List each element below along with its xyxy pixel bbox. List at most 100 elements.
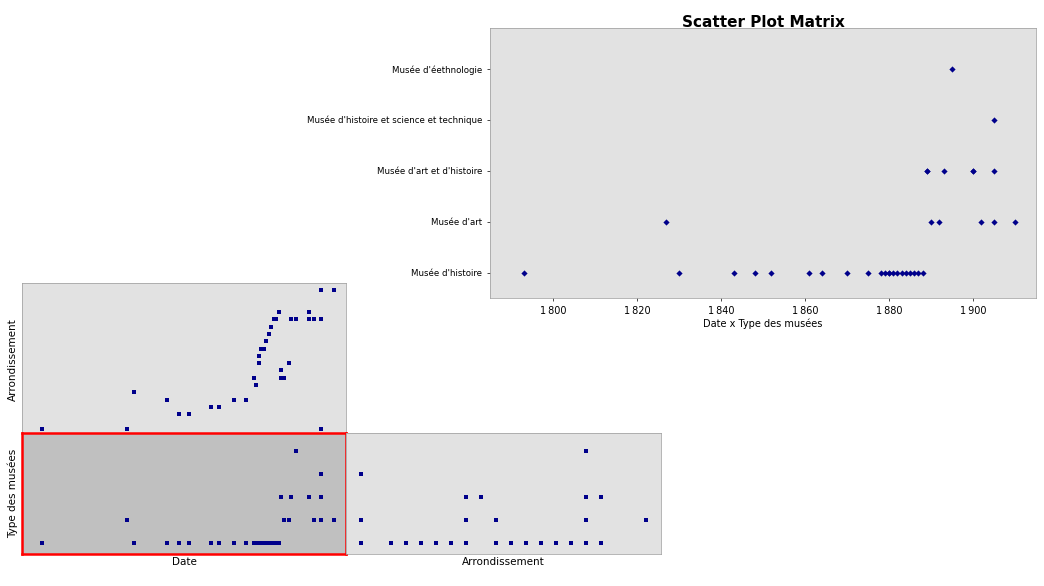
Point	[577, 447, 594, 456]
Point	[288, 447, 305, 456]
Point	[256, 538, 272, 547]
Point	[125, 538, 142, 547]
Point	[910, 268, 927, 277]
Point	[944, 64, 960, 73]
Point	[548, 538, 565, 547]
Point	[313, 315, 330, 324]
Point	[301, 308, 317, 317]
Point	[301, 315, 317, 324]
Point	[33, 424, 50, 434]
Point	[118, 515, 135, 524]
Point	[253, 344, 269, 353]
Point	[923, 217, 940, 226]
Point	[283, 315, 300, 324]
Point	[260, 538, 277, 547]
Point	[272, 366, 289, 375]
Point	[118, 424, 135, 434]
Point	[398, 538, 414, 547]
Point	[638, 515, 655, 524]
Point	[270, 308, 287, 317]
Point	[253, 538, 269, 547]
Point	[746, 268, 763, 277]
Point	[726, 268, 742, 277]
Point	[211, 538, 228, 547]
Point	[247, 538, 264, 547]
Point	[577, 492, 594, 502]
Point	[258, 336, 275, 346]
Point	[265, 538, 282, 547]
Point	[353, 469, 370, 479]
Point	[577, 492, 594, 502]
Point	[159, 538, 175, 547]
Point	[931, 217, 948, 226]
Point	[281, 515, 298, 524]
Point	[325, 515, 341, 524]
Point	[268, 315, 285, 324]
Point	[577, 515, 594, 524]
Point	[313, 424, 330, 434]
Point	[906, 268, 923, 277]
Text: Scatter Plot Matrix: Scatter Plot Matrix	[682, 15, 845, 30]
Point	[251, 538, 267, 547]
Point	[260, 329, 277, 339]
Point	[245, 538, 262, 547]
Point	[488, 515, 504, 524]
Point	[518, 538, 535, 547]
Point	[313, 515, 330, 524]
Point	[353, 515, 370, 524]
Point	[532, 538, 549, 547]
Point	[170, 410, 187, 419]
Point	[488, 538, 504, 547]
Point	[965, 166, 981, 175]
Point	[915, 268, 931, 277]
Point	[813, 268, 830, 277]
Point	[638, 515, 655, 524]
Point	[211, 402, 228, 411]
Point	[935, 166, 952, 175]
Point	[518, 538, 535, 547]
Point	[251, 351, 267, 360]
Point	[270, 538, 287, 547]
Point	[226, 395, 242, 404]
Point	[276, 515, 292, 524]
X-axis label: Date x Type des musées: Date x Type des musées	[704, 318, 823, 329]
Point	[313, 285, 330, 295]
Point	[251, 538, 267, 547]
Point	[181, 410, 197, 419]
X-axis label: Arrondissement: Arrondissement	[462, 557, 545, 567]
Point	[658, 217, 674, 226]
Point	[412, 538, 429, 547]
Point	[577, 538, 594, 547]
Point	[872, 268, 888, 277]
Point	[838, 268, 855, 277]
Point	[577, 492, 594, 502]
Point	[986, 166, 1002, 175]
Point	[516, 268, 532, 277]
X-axis label: Date: Date	[171, 557, 196, 567]
Point	[881, 268, 898, 277]
Point	[894, 268, 910, 277]
Point	[33, 538, 50, 547]
Point	[159, 395, 175, 404]
Point	[263, 322, 280, 332]
Point	[226, 538, 242, 547]
Point	[272, 373, 289, 383]
Y-axis label: Type des musées: Type des musées	[7, 449, 18, 538]
Point	[353, 538, 370, 547]
Point	[457, 538, 474, 547]
Point	[125, 387, 142, 397]
Point	[272, 492, 289, 502]
Point	[859, 268, 876, 277]
Point	[457, 515, 474, 524]
Point	[272, 492, 289, 502]
Point	[412, 538, 429, 547]
Point	[1006, 217, 1023, 226]
Point	[885, 268, 902, 277]
Point	[457, 492, 474, 502]
Point	[443, 538, 459, 547]
Point	[502, 538, 519, 547]
Point	[881, 268, 898, 277]
Point	[181, 538, 197, 547]
Point	[313, 492, 330, 502]
Point	[383, 538, 400, 547]
